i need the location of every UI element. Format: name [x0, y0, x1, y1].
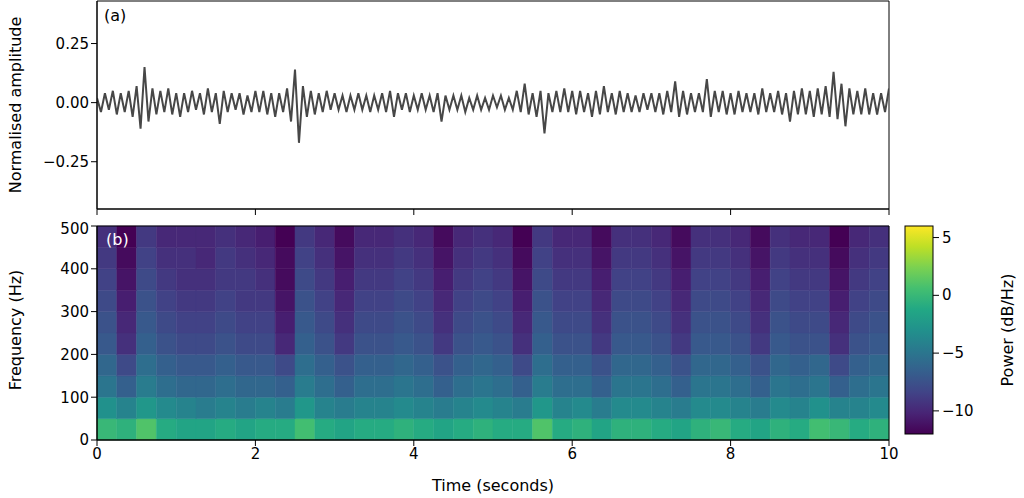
svg-text:0: 0	[79, 431, 89, 449]
svg-text:−0.25: −0.25	[43, 153, 89, 171]
svg-text:2: 2	[251, 445, 261, 463]
svg-text:10: 10	[879, 445, 898, 463]
svg-text:0.25: 0.25	[56, 35, 89, 53]
svg-text:400: 400	[60, 260, 89, 278]
svg-text:0: 0	[92, 445, 102, 463]
html-text:Normalised amplitude: Normalised amplitude	[6, 16, 25, 194]
svg-text:−5: −5	[942, 344, 964, 362]
html-text:(b): (b)	[106, 230, 129, 249]
html-text:Frequency (Hz): Frequency (Hz)	[6, 269, 25, 391]
svg-text:5: 5	[942, 229, 952, 247]
svg-text:0.00: 0.00	[56, 94, 89, 112]
svg-text:300: 300	[60, 303, 89, 321]
svg-text:500: 500	[60, 220, 89, 238]
svg-text:6: 6	[567, 445, 577, 463]
svg-text:100: 100	[60, 389, 89, 407]
html-text:Time (seconds): Time (seconds)	[431, 476, 555, 495]
html-text:(a): (a)	[104, 6, 127, 25]
svg-text:200: 200	[60, 346, 89, 364]
svg-text:0: 0	[942, 286, 952, 304]
html-text:Power (dB/Hz): Power (dB/Hz)	[998, 273, 1017, 387]
svg-text:8: 8	[726, 445, 736, 463]
svg-text:4: 4	[409, 445, 419, 463]
svg-text:−10: −10	[942, 402, 974, 420]
